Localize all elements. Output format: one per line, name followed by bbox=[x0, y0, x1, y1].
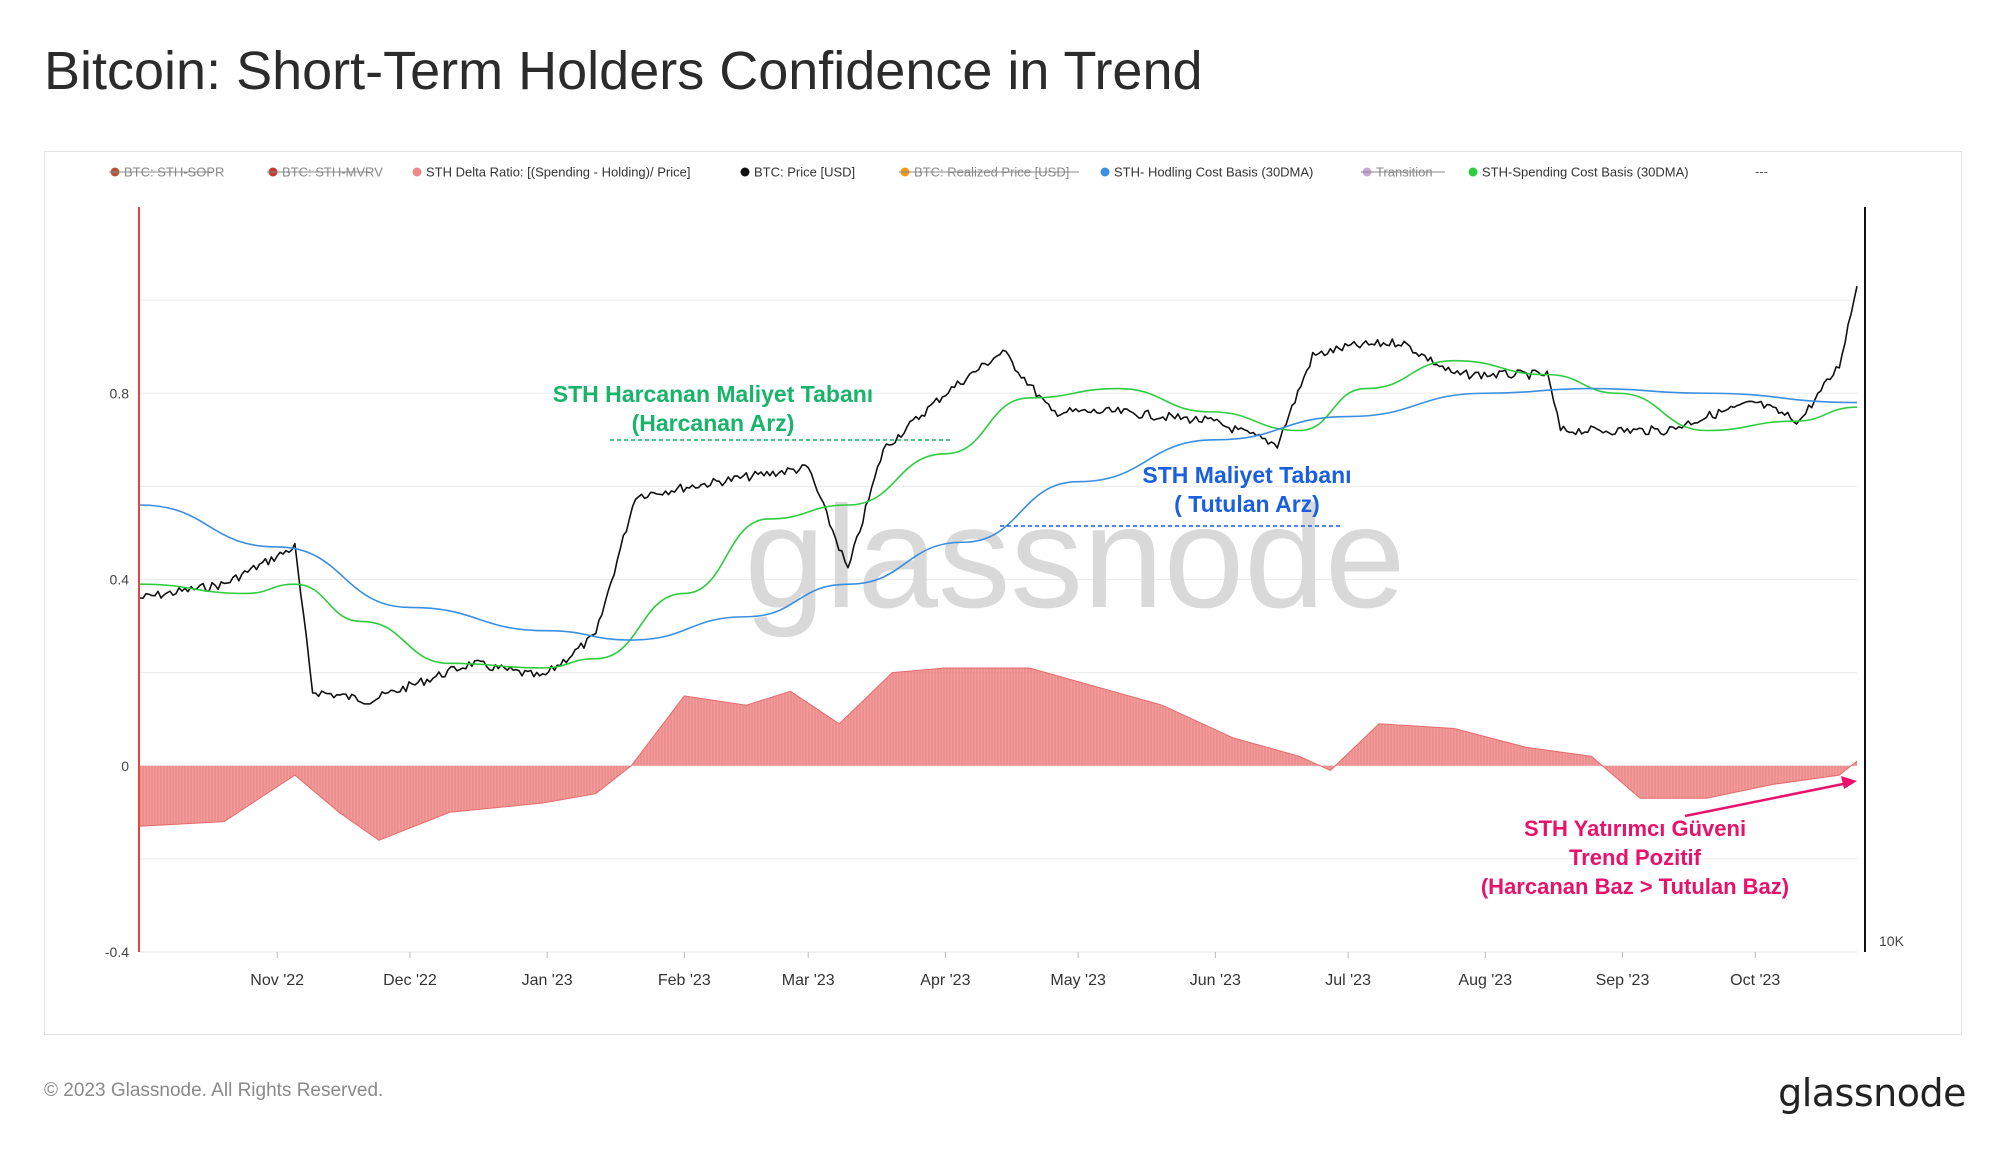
legend-label: STH-Spending Cost Basis (30DMA) bbox=[1482, 165, 1689, 180]
y-tick-label: 0.4 bbox=[110, 572, 130, 588]
x-tick-label: Jun '23 bbox=[1190, 972, 1241, 989]
y-tick-label: -0.4 bbox=[105, 944, 129, 960]
delta-fill bbox=[140, 668, 1857, 841]
legend: BTC: STH-SOPR BTC: STH-MVRV STH Delta Rati… bbox=[109, 164, 1768, 180]
glassnode-logo: glassnode bbox=[1778, 1071, 1966, 1115]
axes: 0.8 0.4 0 -0.4 10K Nov '22 Dec '22 Jan '23 Feb '… bbox=[105, 207, 1905, 989]
x-tick-label: Aug '23 bbox=[1458, 972, 1512, 989]
x-tick-label: May '23 bbox=[1050, 972, 1106, 989]
legend-marker bbox=[740, 167, 750, 177]
spending-basis-line bbox=[139, 359, 1858, 669]
x-tick-label: Nov '22 bbox=[250, 972, 304, 989]
x-tick-label: Apr '23 bbox=[920, 972, 970, 989]
annotation-arrow-shaft bbox=[1684, 780, 1854, 818]
x-tick-label: Sep '23 bbox=[1596, 972, 1650, 989]
x-tick-label: Jan '23 bbox=[522, 972, 573, 989]
watermark: glassnode bbox=[744, 476, 1405, 638]
legend-more: --- bbox=[1755, 164, 1768, 179]
page-title: Bitcoin: Short-Term Holders Confidence i… bbox=[44, 41, 1203, 101]
delta-line bbox=[139, 667, 1858, 841]
copyright-footer: © 2023 Glassnode. All Rights Reserved. bbox=[44, 1080, 384, 1101]
legend-label: STH Delta Ratio: [(Spending - Holding)/ … bbox=[426, 165, 690, 180]
annotation-confidence-line1: STH Yatırımcı Güveni bbox=[1524, 816, 1746, 841]
annotation-holding-sub: ( Tutulan Arz) bbox=[1174, 491, 1320, 517]
legend-label: BTC: Price [USD] bbox=[754, 165, 855, 180]
annotation-confidence-line2: Trend Pozitif bbox=[1569, 845, 1702, 870]
x-tick-label: Dec '22 bbox=[383, 972, 437, 989]
legend-marker bbox=[412, 167, 422, 177]
chart-svg: BTC: STH-SOPR BTC: STH-MVRV STH Delta Rati… bbox=[105, 164, 1905, 989]
holding-basis-line bbox=[139, 387, 1858, 641]
annotation-spending-title: STH Harcanan Maliyet Tabanı bbox=[553, 381, 873, 407]
annotations: STH Harcanan Maliyet Tabanı (Harcanan Arz… bbox=[553, 381, 1857, 899]
y-tick-label: 0 bbox=[121, 758, 129, 774]
legend-marker bbox=[1100, 167, 1110, 177]
legend-label: STH- Hodling Cost Basis (30DMA) bbox=[1114, 165, 1313, 180]
price-line bbox=[139, 285, 1858, 705]
annotation-arrow-head bbox=[1841, 776, 1857, 789]
chart-panel: BTC: STH-SOPR BTC: STH-MVRV STH Delta Rati… bbox=[44, 151, 1962, 1035]
y-right-tick-label: 10K bbox=[1879, 933, 1905, 949]
annotation-spending-sub: (Harcanan Arz) bbox=[632, 410, 795, 436]
x-tick-label: Feb '23 bbox=[658, 972, 711, 989]
y-tick-label: 0.8 bbox=[110, 385, 130, 401]
annotation-confidence-line3: (Harcanan Baz > Tutulan Baz) bbox=[1481, 874, 1789, 899]
legend-marker bbox=[1468, 167, 1478, 177]
annotation-holding-title: STH Maliyet Tabanı bbox=[1142, 462, 1351, 488]
x-tick-label: Jul '23 bbox=[1325, 972, 1371, 989]
x-tick-label: Mar '23 bbox=[782, 972, 835, 989]
x-tick-label: Oct '23 bbox=[1730, 972, 1780, 989]
series-lines bbox=[139, 285, 1858, 705]
